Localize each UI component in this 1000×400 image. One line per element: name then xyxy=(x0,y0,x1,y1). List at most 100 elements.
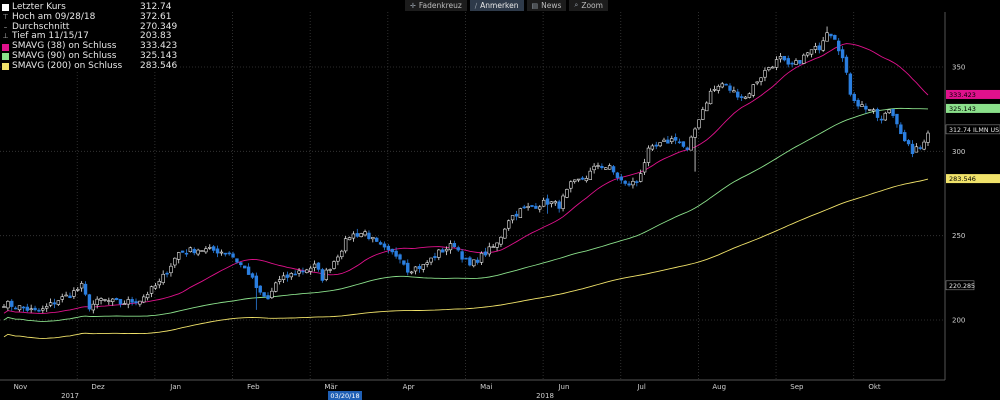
candle xyxy=(763,67,767,82)
candle xyxy=(305,268,309,274)
candle xyxy=(472,259,476,268)
legend-marker-icon: ⊥ xyxy=(2,32,9,41)
candle xyxy=(134,298,138,306)
candle xyxy=(239,261,243,268)
x-tick-label: Jun xyxy=(557,383,569,391)
candle xyxy=(277,275,282,285)
x-tick-label: Nov xyxy=(14,383,28,391)
toolbar-news-button[interactable]: ▤ News xyxy=(526,0,567,11)
x-date-marker-box xyxy=(328,391,362,400)
news-icon: ▤ xyxy=(531,1,539,10)
candle xyxy=(21,306,26,312)
candle xyxy=(503,227,507,239)
candle xyxy=(685,146,689,152)
candle xyxy=(196,248,200,257)
candle xyxy=(336,254,340,266)
legend-row: SMAVG (38) on Schluss 333.423 xyxy=(2,41,180,52)
candle xyxy=(149,285,154,298)
y-tick-label: 300 xyxy=(952,148,965,156)
legend-label: Letzter Kurs xyxy=(12,2,66,12)
x-tick-label: Sep xyxy=(790,383,804,391)
candle xyxy=(666,135,670,144)
candle xyxy=(701,106,705,121)
toolbar-zoom-button[interactable]: ⌕ Zoom xyxy=(569,0,608,11)
candle xyxy=(771,65,775,69)
candle xyxy=(200,250,204,252)
candle xyxy=(910,140,915,158)
candle xyxy=(452,240,457,248)
candle xyxy=(184,249,189,257)
candle xyxy=(107,297,111,305)
candle xyxy=(103,298,107,302)
x-year-label: 2018 xyxy=(536,392,554,400)
legend-row: – Durchschnitt 270.349 xyxy=(2,22,180,33)
legend-swatch-icon xyxy=(2,4,9,12)
candle xyxy=(677,138,682,144)
candle xyxy=(37,308,41,313)
candle xyxy=(615,171,620,181)
legend-value: 203.83 xyxy=(140,31,172,42)
legend-label: SMAVG (90) on Schluss xyxy=(12,50,117,61)
candle xyxy=(231,251,235,258)
candle xyxy=(631,177,635,189)
candle xyxy=(650,143,655,151)
candle xyxy=(95,296,99,309)
candle xyxy=(130,296,134,306)
candle xyxy=(914,143,919,153)
x-tick-label: Jan xyxy=(169,383,181,391)
candle xyxy=(619,173,623,184)
chart-grid xyxy=(0,12,945,380)
candle xyxy=(689,135,693,151)
candle xyxy=(673,133,678,145)
candle xyxy=(856,98,860,110)
candle xyxy=(406,259,410,276)
y-tick-label: 200 xyxy=(952,317,965,325)
candle xyxy=(840,46,845,62)
candle xyxy=(177,251,181,264)
legend-label: Tief am 11/15/17 xyxy=(12,31,89,42)
candle xyxy=(728,83,732,94)
candle xyxy=(188,246,193,253)
y-tick-label: 350 xyxy=(952,64,965,72)
candle xyxy=(114,297,119,301)
candle xyxy=(926,130,930,146)
toolbar-fadenkreuz-button[interactable]: ✛ Fadenkreuz xyxy=(405,0,467,11)
candle xyxy=(138,300,142,307)
candle xyxy=(363,229,367,237)
last-price-tag xyxy=(945,124,1000,135)
crosshair-icon: ✛ xyxy=(410,1,416,10)
candle xyxy=(825,26,829,42)
candle xyxy=(48,298,53,308)
legend-value: 312.74 xyxy=(140,2,172,12)
candle xyxy=(91,300,95,314)
candle xyxy=(145,291,150,301)
extra-price-tag xyxy=(945,280,975,291)
candle xyxy=(87,293,92,312)
candle xyxy=(2,303,6,308)
candle xyxy=(444,246,449,256)
candle xyxy=(483,247,488,258)
x-tick-label: Jul xyxy=(636,383,646,391)
candle xyxy=(72,287,76,299)
x-date-marker-label: 03/20/18 xyxy=(330,392,359,400)
candle xyxy=(68,292,72,299)
candle xyxy=(844,54,849,76)
candle xyxy=(351,231,356,242)
candle xyxy=(778,52,783,63)
candle xyxy=(545,194,550,214)
candle xyxy=(25,303,29,313)
toolbar-anmerken-button[interactable]: ∕ Anmerken xyxy=(469,0,524,11)
candle xyxy=(375,236,379,243)
candle xyxy=(720,81,724,89)
candle xyxy=(887,109,891,114)
candle xyxy=(658,142,662,148)
candle xyxy=(441,247,445,253)
candle xyxy=(169,263,173,277)
legend-marker-icon: ⊤ xyxy=(2,12,9,21)
ma-value-tag xyxy=(946,174,1000,184)
toolbar-label: News xyxy=(541,1,562,10)
candle xyxy=(646,145,651,167)
candle xyxy=(79,281,84,292)
candle xyxy=(208,244,212,250)
